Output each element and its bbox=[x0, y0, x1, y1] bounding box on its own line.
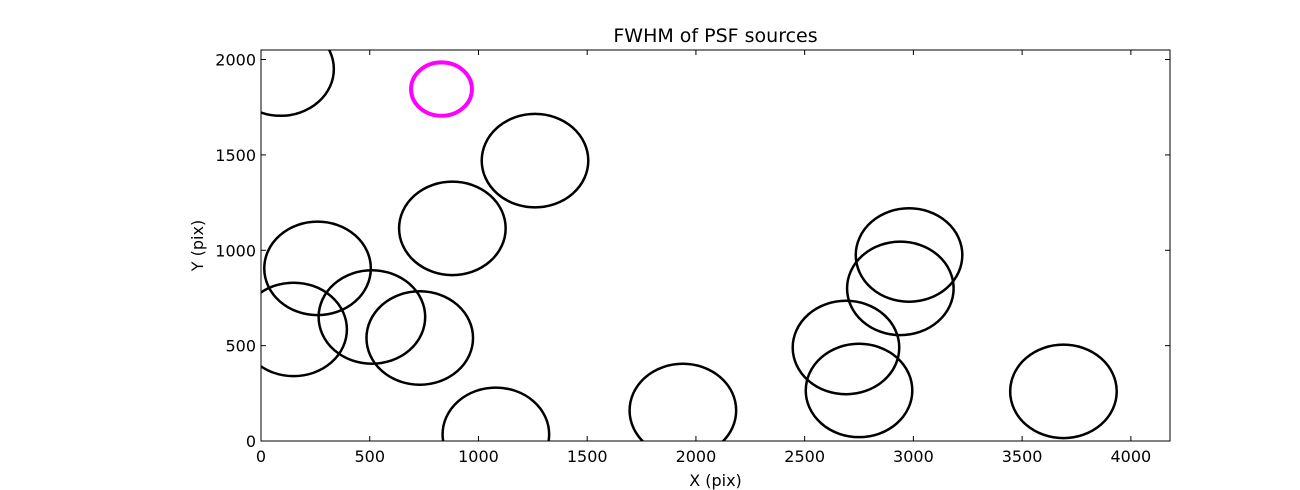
source-circle bbox=[628, 362, 738, 441]
source-circle bbox=[791, 299, 901, 396]
source-circle bbox=[261, 281, 349, 378]
y-tick-label: 500 bbox=[225, 337, 256, 356]
x-axis-label: X (pix) bbox=[689, 471, 742, 490]
source-circle bbox=[854, 207, 964, 304]
x-tick-label: 1500 bbox=[567, 447, 608, 466]
y-tick-label: 2000 bbox=[215, 51, 256, 70]
y-tick-label: 1000 bbox=[215, 241, 256, 260]
y-tick-label: 0 bbox=[246, 432, 256, 451]
source-circle bbox=[263, 220, 373, 317]
x-tick-label: 4000 bbox=[1110, 447, 1151, 466]
x-tick-label: 3000 bbox=[893, 447, 934, 466]
source-circle bbox=[845, 240, 955, 337]
source-circle bbox=[804, 342, 914, 439]
highlighted-source-circle bbox=[409, 60, 474, 118]
chart-title: FWHM of PSF sources bbox=[613, 25, 817, 47]
x-tick-label: 0 bbox=[256, 447, 266, 466]
y-axis: 0 500 1000 1500 2000 bbox=[215, 51, 1170, 451]
y-tick-label: 1500 bbox=[215, 146, 256, 165]
source-circle bbox=[261, 50, 336, 118]
source-circle bbox=[365, 290, 475, 386]
x-tick-label: 2000 bbox=[676, 447, 717, 466]
source-circle bbox=[441, 386, 551, 441]
x-tick-label: 2500 bbox=[784, 447, 825, 466]
source-circle bbox=[317, 269, 427, 366]
x-tick-label: 500 bbox=[354, 447, 385, 466]
source-circle bbox=[397, 180, 507, 277]
x-tick-label: 1000 bbox=[458, 447, 499, 466]
source-circle bbox=[480, 112, 590, 209]
y-axis-label: Y (pix) bbox=[188, 220, 207, 272]
source-circle bbox=[1008, 343, 1118, 440]
x-tick-label: 3500 bbox=[1002, 447, 1043, 466]
plot-frame bbox=[260, 49, 1171, 442]
x-axis: 0 500 1000 1500 2000 2500 3000 3500 4000 bbox=[256, 50, 1151, 466]
data-circles bbox=[261, 50, 1118, 441]
